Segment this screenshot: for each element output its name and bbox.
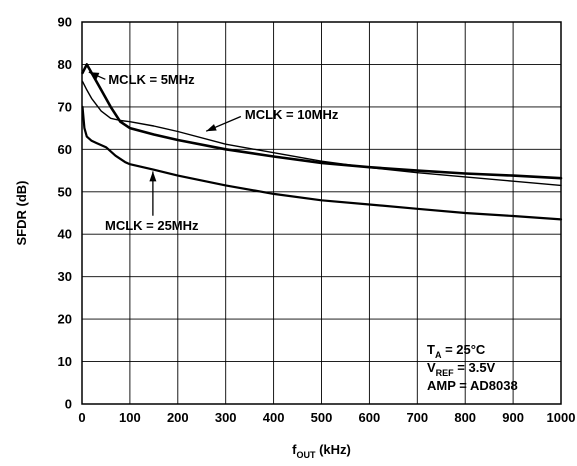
series-group — [81, 63, 563, 221]
test-conditions-box: TA = 25°C VREF = 3.5V AMP = AD8038 — [427, 342, 518, 393]
y-tick-label: 30 — [58, 269, 72, 284]
x-axis-label: fOUT (kHz) — [292, 442, 351, 460]
x-tick-label: 900 — [502, 410, 524, 425]
annotation-arrow-5mhz-head — [88, 72, 100, 80]
x-tick-label: 500 — [311, 410, 333, 425]
series-line-3 — [81, 105, 563, 221]
annotation-mclk-10mhz: MCLK = 10MHz — [245, 107, 339, 122]
y-tick-label: 10 — [58, 354, 72, 369]
y-tick-labels: 0 10 20 30 40 50 60 70 80 90 — [58, 15, 72, 412]
y-tick-label: 90 — [58, 15, 72, 30]
annotation-mclk-5mhz: MCLK = 5MHz — [108, 72, 195, 87]
x-tick-label: 700 — [406, 410, 428, 425]
y-tick-label: 20 — [58, 312, 72, 327]
x-tick-label: 400 — [263, 410, 285, 425]
x-tick-label: 300 — [215, 410, 237, 425]
x-tick-label: 0 — [78, 410, 85, 425]
y-tick-label: 40 — [58, 227, 72, 242]
annotation-arrow-25mhz-head — [149, 171, 157, 182]
x-tick-label: 1000 — [547, 410, 576, 425]
annotation-mclk-25mhz: MCLK = 25MHz — [105, 218, 199, 233]
x-tick-label: 100 — [119, 410, 141, 425]
x-tick-labels: 0 100 200 300 400 500 600 700 800 900 1000 — [78, 410, 575, 425]
x-axis-label-subscript: OUT — [296, 450, 316, 460]
y-tick-label: 60 — [58, 142, 72, 157]
plot-frame — [81, 21, 562, 405]
x-tick-label: 800 — [454, 410, 476, 425]
y-axis-label: SFDR (dB) — [14, 181, 29, 246]
series-line-1 — [81, 63, 563, 180]
x-axis-label-main: f — [292, 442, 297, 457]
y-tick-label: 50 — [58, 184, 72, 199]
condition-temperature: TA = 25°C — [427, 342, 486, 360]
x-tick-label: 200 — [167, 410, 189, 425]
y-tick-label: 0 — [65, 397, 72, 412]
x-axis-label-units: (kHz) — [315, 442, 350, 457]
annotation-arrow-10mhz-head — [206, 124, 217, 132]
condition-amp: AMP = AD8038 — [427, 378, 518, 393]
x-tick-label: 600 — [359, 410, 381, 425]
annotations-group: MCLK = 5MHz MCLK = 10MHz MCLK = 25MHz — [88, 71, 339, 233]
y-tick-label: 80 — [58, 57, 72, 72]
series-line-2 — [81, 80, 562, 187]
y-tick-label: 70 — [58, 99, 72, 114]
condition-vref: VREF = 3.5V — [427, 360, 496, 378]
